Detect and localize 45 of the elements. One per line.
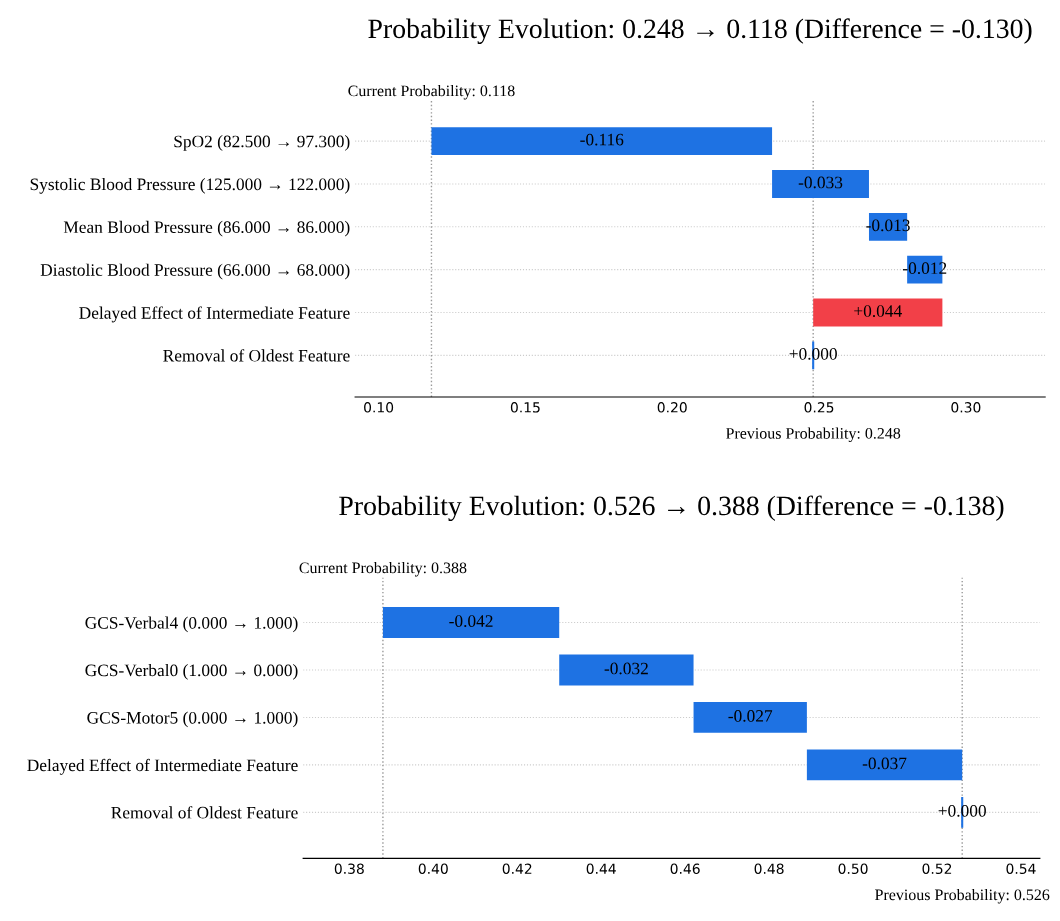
x-tick-label: 0.38: [334, 863, 364, 874]
data-label: +0.044: [854, 305, 902, 317]
x-tick-label: 0.20: [657, 402, 687, 413]
bar: [813, 298, 943, 327]
y-tick-label: Mean Blood Pressure (86.000 → 86.000): [63, 220, 350, 237]
ref-line-label: Current Probability: 0.118: [348, 85, 515, 100]
x-tick-label: 0.50: [838, 863, 868, 874]
ref-line-label: Previous Probability: 0.526: [875, 888, 1050, 904]
x-tick-label: 0.15: [510, 402, 540, 413]
y-tick-label: Removal of Oldest Feature: [111, 806, 298, 819]
ref-line-label: Previous Probability: 0.248: [726, 427, 901, 443]
data-label: -0.033: [798, 176, 843, 189]
bar: [382, 607, 560, 638]
x-tick-label: 0.44: [586, 863, 616, 874]
x-tick-label: 0.48: [754, 863, 784, 874]
bar: [431, 127, 773, 156]
chart-title: Probability Evolution: 0.526 → 0.388 (Difference = -0.138): [339, 495, 1004, 521]
bar: [772, 170, 869, 198]
y-tick-label: SpO2 (82.500 → 97.300): [174, 135, 350, 151]
y-tick-label: GCS-Verbal4 (0.000 → 1.000): [85, 616, 298, 633]
y-tick-label: Systolic Blood Pressure (125.000 → 122.000): [30, 177, 350, 194]
x-tick-label: 0.42: [502, 863, 532, 874]
data-label: -0.042: [449, 615, 493, 627]
y-tick-label: GCS-Verbal0 (1.000 → 0.000): [85, 663, 298, 680]
y-tick-label: Delayed Effect of Intermediate Feature: [79, 306, 350, 323]
x-tick-label: 0.52: [922, 863, 952, 874]
x-tick-label: 0.25: [804, 402, 834, 413]
bar: [806, 749, 963, 781]
data-label: -0.032: [604, 662, 648, 675]
y-tick-label: GCS-Motor5 (0.000 → 1.000): [87, 711, 298, 728]
y-tick-label: Diastolic Blood Pressure (66.000 → 68.000): [40, 263, 350, 280]
x-tick-label: 0.40: [418, 863, 448, 874]
data-label: -0.116: [580, 133, 624, 146]
x-tick-label: 0.54: [1006, 863, 1036, 874]
y-tick-label: Removal of Oldest Feature: [163, 349, 350, 362]
bar: [559, 654, 694, 686]
x-tick-label: 0.30: [951, 402, 981, 413]
x-tick-label: 0.10: [364, 402, 394, 413]
y-tick-label: Delayed Effect of Intermediate Feature: [27, 758, 298, 775]
data-label: -0.027: [728, 710, 773, 722]
data-label: -0.037: [862, 757, 907, 770]
chart-title: Probability Evolution: 0.248 → 0.118 (Difference = -0.130): [368, 18, 1032, 44]
x-tick-label: 0.46: [670, 863, 700, 874]
bar: [693, 702, 807, 733]
ref-line-label: Current Probability: 0.388: [299, 561, 467, 577]
